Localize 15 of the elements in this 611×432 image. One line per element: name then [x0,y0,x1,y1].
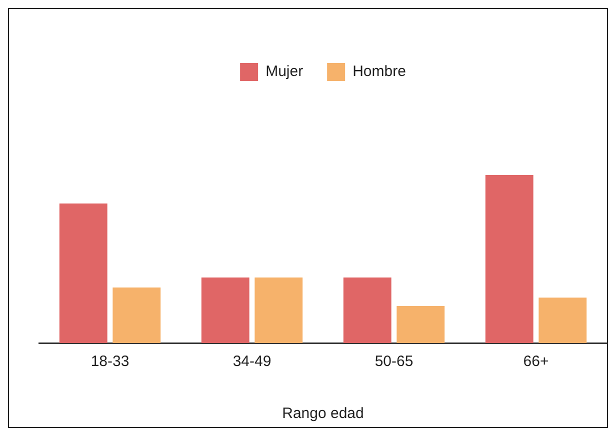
x-tick-label: 66+ [523,353,549,370]
x-tick-label: 34-49 [232,353,272,370]
bar [538,298,587,343]
legend-label: Mujer [266,63,304,80]
x-tick-label: 18-33 [90,353,130,370]
bar [396,306,445,343]
bar [343,277,392,343]
x-tick-label: 50-65 [374,353,414,370]
bar [59,204,108,343]
bar [112,288,161,343]
bar [254,277,303,343]
bar [485,175,534,343]
bar [201,277,250,343]
legend-label: Hombre [352,63,406,80]
x-axis-title: Rango edad [282,405,364,422]
